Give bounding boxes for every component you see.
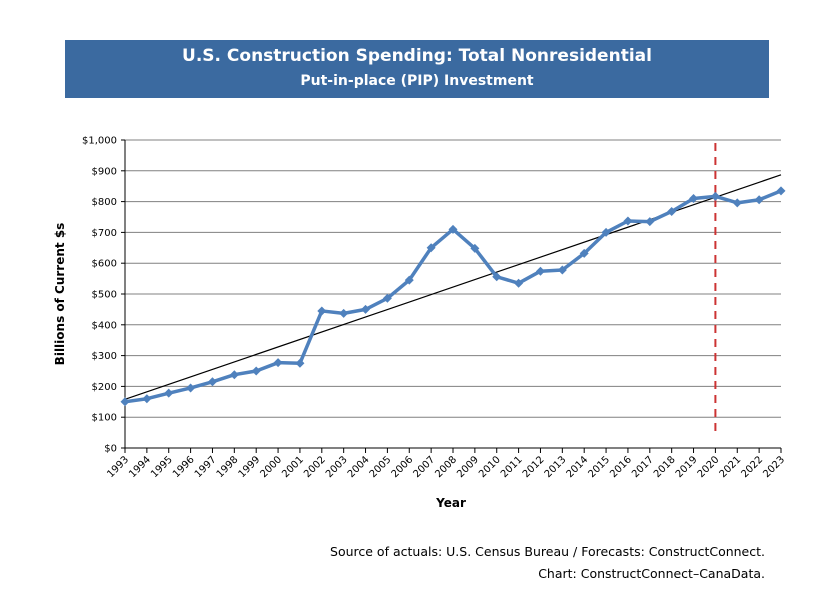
x-tick-label: 2018 [652,454,678,480]
chart-title-banner: U.S. Construction Spending: Total Nonres… [65,40,769,98]
y-tick-label: $700 [92,228,117,239]
series-line [124,189,782,404]
data-point [361,304,371,314]
source-chart-credit: Chart: ConstructConnect–CanaData. [538,566,765,581]
x-tick-label: 2004 [346,454,372,480]
data-point [448,224,458,234]
source-note: Source of actuals: U.S. Census Bureau / … [330,541,765,585]
x-tick-label: 2012 [521,454,547,480]
x-tick-label: 2003 [324,454,350,480]
x-tick-label: 2002 [302,454,328,480]
y-tick-label: $100 [92,413,117,424]
y-tick-label: $200 [92,382,117,393]
y-tick-label: $600 [92,259,117,270]
data-point [382,293,392,303]
x-tick-label: 2007 [411,454,437,480]
data-point [754,195,764,205]
y-tick-label: $800 [92,197,117,208]
x-tick-label: 2017 [630,454,656,480]
data-point [470,243,480,253]
y-tick-label: $400 [92,320,117,331]
y-axis-title: Billions of Current $s [53,223,67,366]
data-point [186,383,196,393]
x-tick-label: 2011 [499,454,525,480]
y-tick-label: $300 [92,351,117,362]
x-tick-label: 2023 [761,454,787,480]
x-tick-label: 2001 [280,454,306,480]
source-actuals: Source of actuals: U.S. Census Bureau / … [330,544,765,559]
x-tick-label: 2020 [696,454,722,480]
x-tick-label: 2014 [565,454,591,480]
x-tick-label: 2013 [543,454,569,480]
x-tick-label: 1997 [193,454,219,480]
x-tick-label: 2009 [455,454,481,480]
x-axis-title: Year [435,496,466,510]
data-point [164,388,174,398]
x-tick-label: 2006 [390,454,416,480]
data-point [229,370,239,380]
data-point [645,217,655,227]
data-point [120,397,130,407]
x-tick-label: 1993 [105,454,131,480]
chart-title: U.S. Construction Spending: Total Nonres… [182,46,652,66]
x-tick-label: 2008 [433,454,459,480]
data-point [273,358,283,368]
x-tick-label: 2021 [718,454,744,480]
x-tick-label: 1996 [171,454,197,480]
data-point [732,198,742,208]
y-tick-label: $1,000 [82,136,117,147]
trendline [124,174,782,400]
x-tick-label: 2019 [674,454,700,480]
data-point [339,308,349,318]
data-point [317,306,327,316]
x-tick-label: 2022 [739,454,765,480]
data-point [579,248,589,258]
data-point [710,191,720,201]
data-point [426,243,436,253]
data-point [514,278,524,288]
data-point [207,377,217,387]
x-tick-label: 1998 [215,454,241,480]
data-point [623,216,633,226]
data-point [142,394,152,404]
data-point [535,266,545,276]
x-tick-label: 2000 [258,454,284,480]
data-point [601,227,611,237]
data-point [251,366,261,376]
x-tick-label: 2010 [477,454,503,480]
x-tick-label: 1999 [237,454,263,480]
data-point [689,194,699,204]
x-tick-label: 1995 [149,454,175,480]
x-tick-label: 1994 [127,454,153,480]
data-point [557,265,567,275]
x-tick-label: 2016 [608,454,634,480]
y-tick-label: $900 [92,166,117,177]
data-point [404,275,414,285]
x-tick-label: 2005 [368,454,394,480]
data-point [492,272,502,282]
data-point [776,186,786,196]
data-point [667,206,677,216]
data-point [295,358,305,368]
chart-subtitle: Put-in-place (PIP) Investment [300,73,534,89]
y-tick-label: $500 [92,290,117,301]
y-tick-label: $0 [104,444,117,455]
x-tick-label: 2015 [586,454,612,480]
